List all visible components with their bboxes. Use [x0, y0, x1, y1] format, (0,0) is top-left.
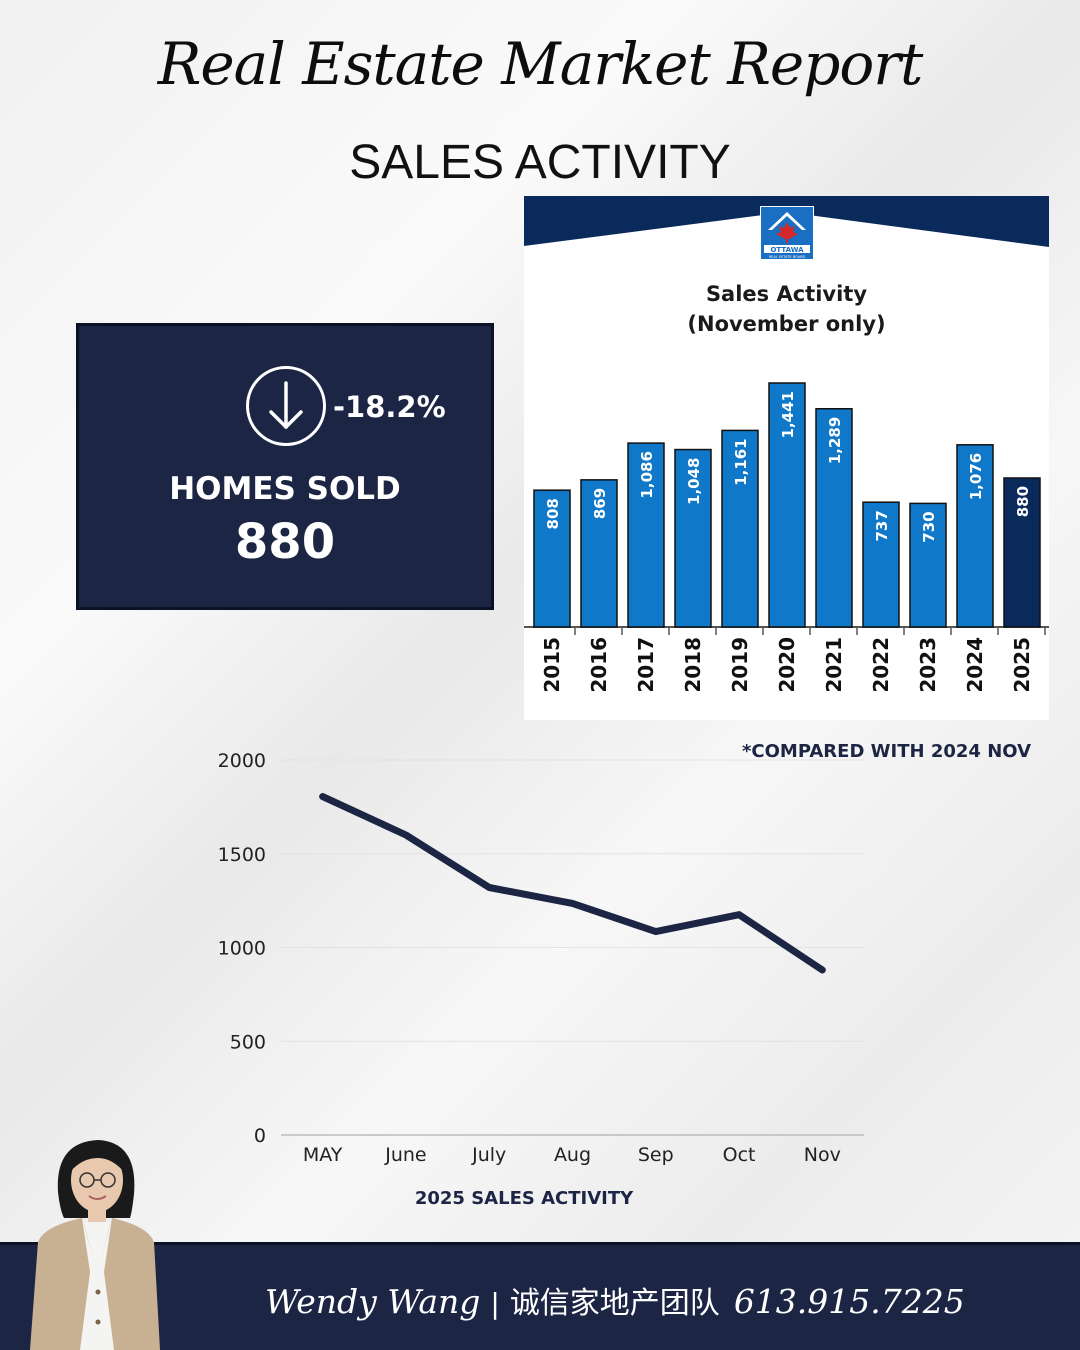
page-subtitle: SALES ACTIVITY — [349, 136, 731, 189]
bar — [533, 489, 571, 628]
bar-chart: 808 2015 869 2016 1,086 2017 1,048 2018 1,161 201… — [524, 382, 1049, 693]
bar — [909, 502, 947, 628]
footer-contact: Wendy Wang | 诚信家地产团队 613.915.7225 — [265, 1278, 965, 1322]
footer-separator: | — [490, 1287, 500, 1320]
y-tick-label: 1500 — [218, 844, 266, 866]
bar-value-label: 1,076 — [967, 453, 985, 500]
y-tick-label: 0 — [254, 1125, 266, 1147]
bar-value-label: 737 — [873, 510, 891, 541]
data-point — [319, 793, 326, 800]
bar-value-label: 730 — [920, 511, 938, 542]
bar-value-label: 808 — [544, 498, 562, 529]
bar — [627, 442, 665, 628]
bar-chart-title: Sales Activity — [705, 282, 868, 306]
bar — [580, 479, 618, 628]
bar-value-label: 1,289 — [826, 417, 844, 464]
bar — [815, 407, 853, 628]
bar-value-label: 869 — [591, 488, 609, 519]
bar-value-label: 1,161 — [732, 438, 750, 485]
panel-banner — [524, 196, 1049, 247]
bar — [768, 382, 806, 628]
bar-category-label: 2020 — [775, 637, 799, 693]
data-point — [652, 928, 659, 935]
x-tick-label: Aug — [554, 1144, 591, 1166]
bar-category-label: 2016 — [587, 637, 611, 693]
bar-value-label: 1,048 — [685, 458, 703, 505]
x-tick-label: MAY — [303, 1144, 343, 1166]
bar-value-label: 1,441 — [779, 391, 797, 438]
agent-name: Wendy Wang — [265, 1282, 481, 1321]
bar — [1003, 477, 1041, 628]
bar-value-label: 880 — [1014, 486, 1032, 517]
line-chart-caption: 2025 SALES ACTIVITY — [414, 1188, 634, 1209]
bar — [956, 444, 994, 628]
page-title: Real Estate Market Report — [157, 30, 924, 98]
homes-sold-card: -18.2% HOMES SOLD 880 — [76, 323, 494, 610]
footer-bar: Wendy Wang | 诚信家地产团队 613.915.7225 — [0, 1242, 1080, 1350]
bar — [674, 448, 712, 628]
bar-category-label: 2021 — [822, 637, 846, 693]
bar-category-label: 2018 — [681, 637, 705, 693]
comparison-note: *COMPARED WITH 2024 NOV — [742, 741, 1032, 762]
x-tick-label: Nov — [804, 1144, 841, 1166]
homes-sold-value: 880 — [234, 514, 336, 570]
arrow-down-circle-icon — [246, 366, 326, 446]
data-point — [486, 884, 493, 891]
bar-category-label: 2023 — [916, 637, 940, 693]
line-chart: 0 500 1000 1500 2000 MAY June July Aug Sep Oct Nov — [218, 750, 864, 1166]
bar — [721, 429, 759, 628]
bar — [862, 501, 900, 628]
phone-number[interactable]: 613.915.7225 — [733, 1282, 965, 1321]
bar-category-label: 2025 — [1010, 637, 1034, 693]
x-tick-label: Oct — [723, 1144, 756, 1166]
bar-category-label: 2015 — [540, 637, 564, 693]
team-name: 诚信家地产团队 — [509, 1286, 720, 1321]
bar-category-label: 2022 — [869, 637, 893, 693]
bar-chart-subtitle: (November only) — [687, 312, 886, 336]
x-tick-label: June — [384, 1144, 426, 1166]
bar-category-label: 2024 — [963, 637, 987, 693]
homes-sold-label: HOMES SOLD — [169, 471, 401, 507]
bar-value-label: 1,086 — [638, 451, 656, 498]
y-tick-label: 500 — [230, 1031, 266, 1053]
agent-photo — [30, 1140, 160, 1350]
y-tick-label: 2000 — [218, 750, 266, 772]
data-point — [569, 900, 576, 907]
svg-text:REAL ESTATE BOARD: REAL ESTATE BOARD — [769, 255, 806, 259]
bar-chart-panel: OTTAWA REAL ESTATE BOARD Sales Activity … — [524, 196, 1049, 720]
data-point — [819, 967, 826, 973]
x-tick-label: July — [471, 1144, 506, 1166]
y-tick-label: 1000 — [218, 938, 266, 960]
bar-category-label: 2019 — [728, 637, 752, 693]
data-point — [736, 911, 743, 918]
x-tick-label: Sep — [638, 1144, 674, 1166]
data-point — [402, 832, 409, 838]
svg-text:OTTAWA: OTTAWA — [770, 246, 804, 254]
series-line — [319, 793, 826, 974]
bar-category-label: 2017 — [634, 637, 658, 693]
change-percent: -18.2% — [333, 390, 446, 424]
